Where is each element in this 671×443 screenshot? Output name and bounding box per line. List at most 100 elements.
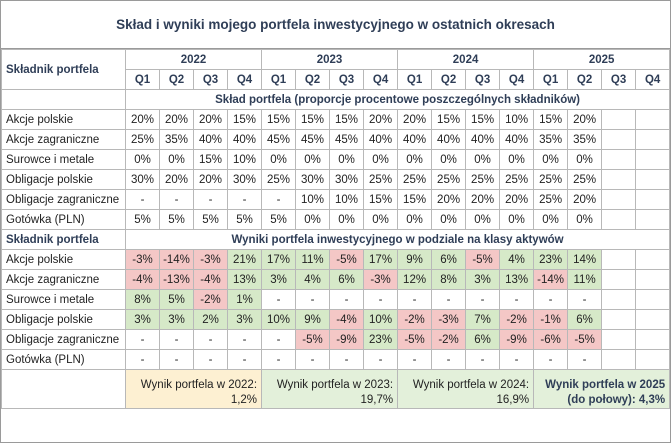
result-cell: -2%	[431, 329, 467, 350]
composition-cell: 20%	[363, 109, 399, 130]
composition-cell: 20%	[125, 109, 160, 130]
composition-cell: 40%	[465, 129, 501, 150]
composition-cell: 30%	[329, 169, 365, 190]
composition-cell: 15%	[193, 149, 228, 170]
result-cell	[635, 269, 671, 290]
composition-cell: 20%	[567, 189, 603, 210]
composition-cell: 10%	[499, 109, 535, 130]
composition-cell: 0%	[329, 149, 365, 170]
result-cell: -	[567, 349, 603, 370]
result-cell: -	[431, 289, 467, 310]
composition-cell	[601, 129, 637, 150]
result-cell: -	[125, 329, 160, 350]
result-cell: 8%	[125, 289, 160, 310]
result-cell	[601, 309, 637, 330]
year-result-label: Wynik portfela w 2022:	[140, 379, 258, 391]
composition-cell: 10%	[226, 149, 263, 170]
row-label: Surowce i metale	[1, 289, 126, 310]
result-cell	[635, 249, 671, 270]
composition-cell: 20%	[159, 169, 194, 190]
composition-cell: 40%	[431, 129, 467, 150]
result-cell	[635, 329, 671, 350]
result-cell: -	[159, 329, 194, 350]
table-row: Obligacje polskie 30% 20% 20% 30% 25% 30% 30% 25…	[1, 169, 671, 190]
result-cell: -	[499, 349, 535, 370]
composition-cell: 20%	[431, 189, 467, 210]
composition-cell: 5%	[159, 209, 194, 230]
table-row: Akcje polskie -3% -14% -3% 21% 17% 11% -5% 17% 9%…	[1, 249, 671, 270]
composition-cell: 25%	[363, 169, 399, 190]
result-cell	[601, 329, 637, 350]
result-cell	[601, 289, 637, 310]
composition-cell: 0%	[499, 209, 535, 230]
result-cell: -4%	[193, 269, 228, 290]
composition-cell: 40%	[499, 129, 535, 150]
year-result-2025: Wynik portfela w 2025 (do połowy): 4,3%	[533, 369, 671, 409]
year-result-2024: Wynik portfela w 2024: 16,9%	[397, 369, 535, 409]
composition-cell: -	[261, 189, 297, 210]
year-header-row: Składnik portfela 2022 2023 2024 2025	[1, 49, 671, 90]
year-result-value: 19,7%	[360, 394, 394, 406]
result-cell: -	[397, 289, 433, 310]
table-row: Obligacje zagraniczne - - - - -10% 10% 15% 15% 20…	[1, 189, 671, 210]
result-cell: -1%	[533, 309, 569, 330]
result-cell: 17%	[261, 249, 297, 270]
composition-cell	[601, 149, 637, 170]
composition-cell	[635, 169, 671, 190]
results-section-title: Wyniki portfela inwestycyjnego w podzial…	[124, 229, 671, 250]
composition-cell	[601, 189, 637, 210]
composition-cell: 0%	[533, 209, 569, 230]
result-cell: -3%	[431, 309, 467, 330]
composition-cell: 20%	[465, 189, 501, 210]
composition-cell: 0%	[363, 149, 399, 170]
composition-cell: 45%	[295, 129, 331, 150]
result-cell: -	[261, 329, 297, 350]
composition-cell: 20%	[567, 109, 603, 130]
result-cell: -4%	[125, 269, 160, 290]
composition-cell: 30%	[226, 169, 263, 190]
quarter-header-row: Q1 Q2 Q3 Q4 Q1 Q2 Q3 Q4 Q1 Q2 Q3 Q4 Q1 Q2 Q3 Q4	[2, 69, 671, 90]
composition-cell: 15%	[261, 109, 297, 130]
row-label-header: Składnik portfela	[1, 229, 126, 250]
year-result-label: Wynik portfela w 2023:	[276, 379, 394, 391]
row-label: Akcje zagraniczne	[1, 129, 126, 150]
composition-cell: 0%	[465, 209, 501, 230]
row-label: Akcje polskie	[1, 109, 126, 130]
result-cell: 23%	[363, 329, 399, 350]
result-cell: -14%	[159, 249, 194, 270]
composition-cell: -	[193, 189, 228, 210]
result-cell: -14%	[533, 269, 569, 290]
composition-cell: 25%	[533, 169, 569, 190]
result-cell: -6%	[533, 329, 569, 350]
sheet-title: Skład i wyniki mojego portfela inwestycy…	[1, 1, 670, 49]
result-cell: 4%	[499, 249, 535, 270]
result-cell: -5%	[295, 329, 331, 350]
composition-cell: 20%	[159, 109, 194, 130]
empty-cell	[1, 369, 126, 409]
result-cell: -5%	[329, 249, 365, 270]
composition-cell	[635, 189, 671, 210]
result-cell: 12%	[397, 269, 433, 290]
composition-cell: 15%	[363, 189, 399, 210]
table-row: Surowce i metale 8% 5% -2% 1% - - - - - - - - - -	[1, 289, 671, 310]
quarter-header: Q2	[567, 69, 603, 90]
composition-cell: 0%	[431, 209, 467, 230]
year-header-2024: 2024	[397, 49, 535, 70]
composition-cell: 25%	[465, 169, 501, 190]
result-cell: -13%	[159, 269, 194, 290]
result-cell: -3%	[363, 269, 399, 290]
composition-cell: 0%	[363, 209, 399, 230]
table-row: Surowce i metale 0% 0% 15% 10% 0% 0% 0% 0% 0% 0% 0%…	[1, 149, 671, 170]
composition-cell: 20%	[193, 109, 228, 130]
quarter-header: Q1	[261, 69, 297, 90]
result-cell: 3%	[465, 269, 501, 290]
composition-cell: 25%	[261, 169, 297, 190]
composition-cell: 40%	[226, 129, 263, 150]
result-cell: 6%	[329, 269, 365, 290]
result-cell: -	[533, 289, 569, 310]
composition-cell	[635, 149, 671, 170]
result-cell	[635, 309, 671, 330]
result-cell: -4%	[329, 309, 365, 330]
composition-cell: 0%	[499, 149, 535, 170]
quarter-header: Q2	[431, 69, 467, 90]
